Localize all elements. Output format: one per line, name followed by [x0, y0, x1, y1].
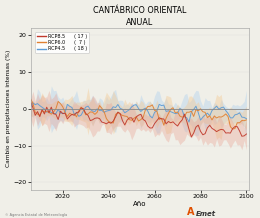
Legend: RCP8.5      ( 17 ), RCP6.0      (  7 ), RCP4.5      ( 18 ): RCP8.5 ( 17 ), RCP6.0 ( 7 ), RCP4.5 ( 18… [35, 32, 89, 53]
Text: Emet: Emet [196, 211, 216, 217]
Title: CANTÁBRICO ORIENTAL
ANUAL: CANTÁBRICO ORIENTAL ANUAL [93, 5, 186, 27]
X-axis label: Año: Año [133, 201, 146, 207]
Text: A: A [187, 207, 195, 217]
Text: © Agencia Estatal de Meteorología: © Agencia Estatal de Meteorología [5, 213, 67, 217]
Y-axis label: Cambio en precipitaciones intensas (%): Cambio en precipitaciones intensas (%) [5, 50, 11, 167]
